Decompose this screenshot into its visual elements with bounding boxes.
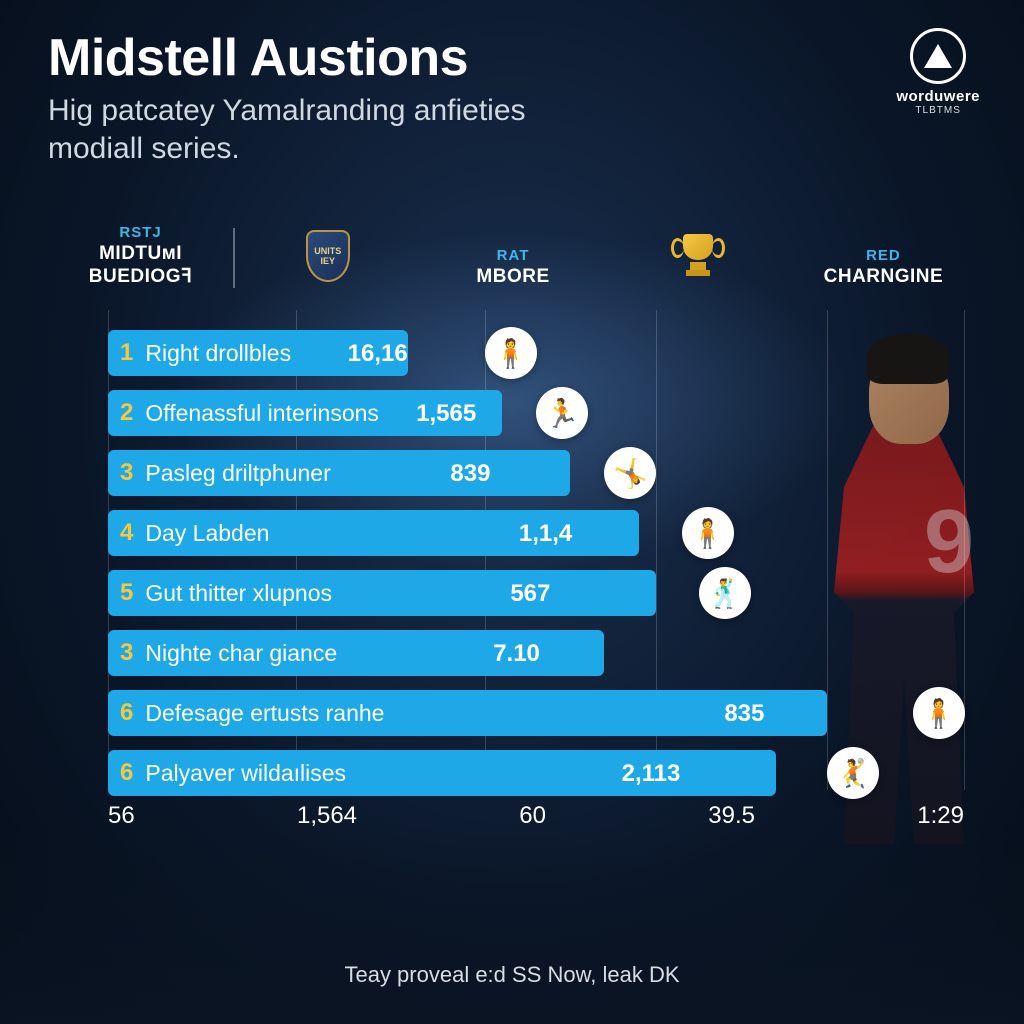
page-title: Midstell Austions (48, 28, 976, 88)
bar-rank: 3 (120, 639, 133, 667)
bar-row: 3 Pasleg driltphuner 839 🤸 (108, 450, 964, 496)
bar-label: Pasleg driltphuner (145, 460, 330, 487)
player-avatar: 🏃 (536, 387, 588, 439)
bar-rank: 6 (120, 699, 133, 727)
bar-row: 6 Palyaver wildaılises 2,113 🤾 (108, 750, 964, 796)
chart-area: 1 Right drollbles 16,16 🧍 2 Offenassful inter… (108, 310, 964, 870)
player-avatar: 🤾 (827, 747, 879, 799)
bar-rank: 5 (120, 579, 133, 607)
x-axis-label: 60 (519, 802, 546, 830)
header: Midstell Austions Hig patcatey Yamalrand… (48, 28, 976, 167)
column-small-label: RAT (420, 247, 605, 264)
bar-rank: 3 (120, 459, 133, 487)
shield-icon: UNITSIEY (306, 230, 350, 282)
bars-container: 1 Right drollbles 16,16 🧍 2 Offenassful inter… (108, 310, 964, 796)
bar-label: Offenassful interinsons (145, 400, 379, 427)
column-small-label: RED (791, 247, 976, 264)
bar-label: Gut thitter xlupnos (145, 580, 332, 607)
bar-row: 3 Nighte char giance 7.10 (108, 630, 964, 676)
player-avatar: 🕺 (699, 567, 751, 619)
bar: 3 Pasleg driltphuner (108, 450, 570, 496)
bar-value: 1,1,4 (519, 520, 572, 548)
brand-logo: worduwere TLBTMS (896, 28, 980, 116)
player-avatar: 🧍 (913, 687, 965, 739)
bar-label: Nighte char giance (145, 640, 337, 667)
column-header-4: RED CHARNGINE (791, 247, 976, 288)
logo-subtext: TLBTMS (896, 105, 980, 116)
column-header-1: UNITSIEY (235, 230, 420, 288)
bar-value: 16,16 (348, 340, 408, 368)
bar-rank: 2 (120, 399, 133, 427)
bar-row: 1 Right drollbles 16,16 🧍 (108, 330, 964, 376)
page-subtitle: Hig patcatey Yamalranding anfieties modi… (48, 92, 976, 167)
bar-label: Right drollbles (145, 340, 291, 367)
footer-text: Teay proveal e:d SS Now, leak DK (0, 962, 1024, 988)
bar-rank: 6 (120, 759, 133, 787)
bar-label: Palyaver wildaılises (145, 760, 346, 787)
x-axis-label: 56 (108, 802, 135, 830)
bar-row: 2 Offenassful interinsons 1,565 🏃 (108, 390, 964, 436)
column-big-label: MBORE (420, 266, 605, 288)
bar-row: 6 Defesage ertusts ranhe 835 🧍 (108, 690, 964, 736)
bar-value: 1,565 (416, 400, 476, 428)
column-big-label: CHARNGINE (791, 266, 976, 288)
bar-rank: 4 (120, 519, 133, 547)
column-small-label: RSTJ (48, 224, 233, 241)
bar-value: 2,113 (622, 760, 681, 788)
bar: 6 Defesage ertusts ranhe (108, 690, 827, 736)
x-axis: 56 1,564 60 39.5 1:29 (108, 802, 964, 830)
player-avatar: 🤸 (604, 447, 656, 499)
bar-row: 4 Day Labden 1,1,4 🧍 (108, 510, 964, 556)
bar-label: Day Labden (145, 520, 269, 547)
column-headers: RSTJ MIDTUᴍI BUEDIOGꟻ UNITSIEY RAT MBORE RED C… (48, 218, 976, 288)
column-big-label: MIDTUᴍI BUEDIOGꟻ (48, 243, 233, 288)
column-header-0: RSTJ MIDTUᴍI BUEDIOGꟻ (48, 224, 233, 288)
bar-rank: 1 (120, 339, 133, 367)
player-avatar: 🧍 (485, 327, 537, 379)
bar-value: 567 (510, 580, 550, 608)
bar-label: Defesage ertusts ranhe (145, 700, 384, 727)
x-axis-label: 1:29 (917, 802, 964, 830)
logo-icon (910, 28, 966, 84)
bar-value: 835 (724, 700, 764, 728)
logo-text: worduwere (896, 88, 980, 105)
bar-row: 5 Gut thitter xlupnos 567 🕺 (108, 570, 964, 616)
column-header-3 (606, 234, 791, 288)
x-axis-label: 39.5 (708, 802, 755, 830)
player-avatar: 🧍 (682, 507, 734, 559)
column-header-2: RAT MBORE (420, 247, 605, 288)
bar-value: 839 (450, 460, 490, 488)
trophy-icon (676, 234, 720, 282)
x-axis-label: 1,564 (297, 802, 357, 830)
bar-value: 7.10 (493, 640, 540, 668)
bar: 5 Gut thitter xlupnos (108, 570, 656, 616)
